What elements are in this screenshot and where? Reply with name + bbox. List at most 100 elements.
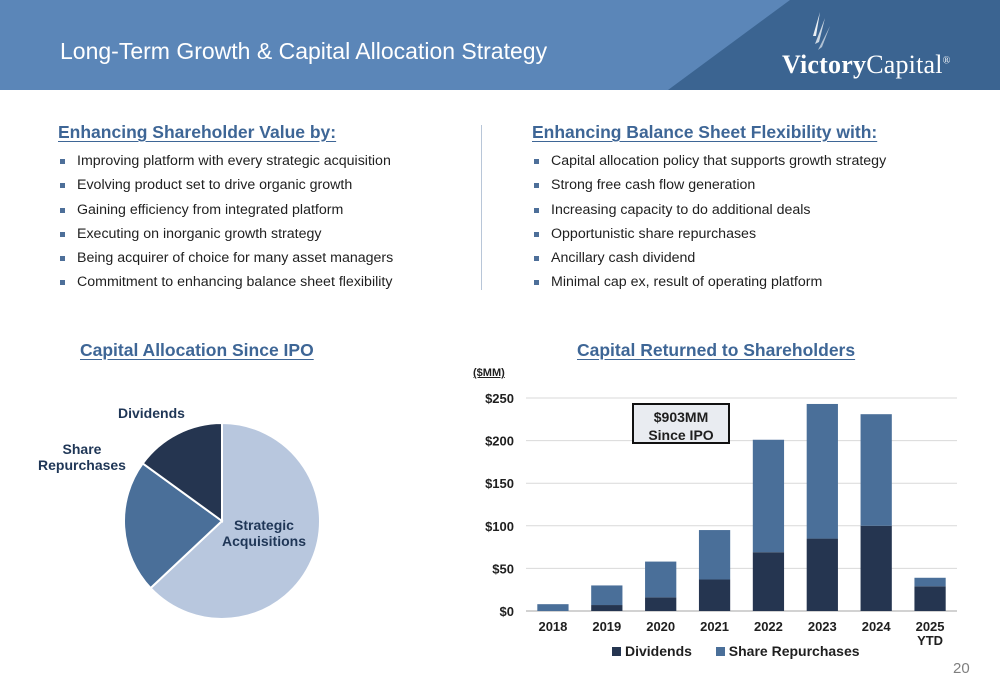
- bar-share-repurchases-2024: [860, 414, 892, 526]
- callout-line: $903MM: [653, 409, 709, 425]
- pie-label-line: Dividends: [118, 405, 185, 421]
- x-tick-label: 2018: [538, 619, 567, 634]
- list-item: Strong free cash flow generation: [532, 173, 886, 197]
- list-item: Minimal cap ex, result of operating plat…: [532, 270, 886, 294]
- pie-slice-dividends: [141, 421, 223, 523]
- pie-label-share-repurchases: Share Repurchases: [30, 441, 134, 473]
- list-item-text: Increasing capacity to do additional dea…: [551, 201, 811, 218]
- company-logo: VictoryCapital®: [782, 50, 951, 80]
- list-item-text: Improving platform with every strategic …: [77, 153, 391, 169]
- list-item: Executing on inorganic growth strategy: [58, 222, 393, 246]
- pie-label-line: Repurchases: [38, 457, 126, 473]
- list-item-text: Being acquirer of choice for many asset …: [77, 250, 394, 267]
- bar-share-repurchases-2019: [591, 585, 623, 606]
- bar-chart-title: Capital Returned to Shareholders: [577, 340, 856, 360]
- y-tick-label: $250: [485, 391, 514, 406]
- square-bullet-icon: [534, 280, 539, 286]
- y-tick-label: $100: [485, 519, 514, 534]
- legend-label: Share Repurchases: [728, 643, 860, 659]
- square-bullet-icon: [60, 231, 65, 237]
- square-bullet-icon: [534, 159, 539, 164]
- page-number: 20: [953, 660, 970, 677]
- x-tick-label: 2022: [754, 619, 783, 634]
- y-tick-label: $150: [485, 476, 514, 491]
- list-item: Increasing capacity to do additional dea…: [532, 198, 886, 222]
- list-item: Opportunistic share repurchases: [532, 222, 886, 246]
- x-tick-label: 2019: [592, 619, 621, 634]
- logo-text-bold: Victory: [782, 50, 867, 79]
- shareholder-value-list: Improving platform with every strategic …: [58, 149, 393, 295]
- list-item: Commitment to enhancing balance sheet fl…: [58, 270, 393, 294]
- shareholder-value-heading: Enhancing Shareholder Value by:: [58, 122, 337, 142]
- list-item: Evolving product set to drive organic gr…: [58, 173, 393, 197]
- legend-item-dividends: Dividends: [612, 643, 692, 659]
- square-bullet-icon: [534, 183, 539, 189]
- square-bullet-icon: [534, 231, 539, 237]
- balance-sheet-heading: Enhancing Balance Sheet Flexibility with…: [532, 122, 878, 142]
- pie-chart-title: Capital Allocation Since IPO: [80, 340, 314, 360]
- column-divider: [481, 125, 482, 290]
- bar-dividends-2020: [645, 597, 677, 611]
- y-tick-label: $0: [500, 604, 514, 619]
- y-tick-label: $200: [485, 434, 514, 449]
- square-bullet-icon: [60, 183, 65, 189]
- list-item-text: Evolving product set to drive organic gr…: [77, 177, 353, 194]
- pie-chart: [123, 421, 321, 620]
- x-tick-label: 2021: [700, 619, 729, 634]
- legend-item-share-repurchases: Share Repurchases: [715, 643, 860, 659]
- header-banner: Long-Term Growth & Capital Allocation St…: [0, 0, 1000, 90]
- x-tick-sublabel: YTD: [917, 633, 943, 648]
- legend-swatch: [612, 647, 621, 656]
- square-bullet-icon: [60, 159, 65, 164]
- square-bullet-icon: [534, 256, 539, 262]
- shareholder-value-column: Enhancing Shareholder Value by: Improvin…: [58, 122, 393, 295]
- pie-label-dividends: Dividends: [118, 405, 185, 421]
- pie-slice-share-repurchases: [123, 462, 224, 590]
- bar-share-repurchases-2025: [914, 577, 946, 587]
- page-title: Long-Term Growth & Capital Allocation St…: [60, 38, 548, 64]
- list-item: Ancillary cash dividend: [532, 246, 886, 270]
- list-item: Being acquirer of choice for many asset …: [58, 246, 393, 270]
- list-item: Gaining efficiency from integrated platf…: [58, 198, 393, 222]
- pie-slice-strategic-acquisitions: [149, 421, 321, 620]
- bar-dividends-2025: [914, 586, 946, 611]
- x-tick-label: 2025: [916, 619, 945, 634]
- bar-dividends-2023: [806, 538, 838, 611]
- header-dark-panel: [668, 0, 1000, 90]
- square-bullet-icon: [60, 256, 65, 262]
- bar-chart-legend: Dividends Share Repurchases: [612, 643, 880, 659]
- square-bullet-icon: [534, 207, 539, 213]
- pie-label-line: Acquisitions: [221, 533, 306, 549]
- balance-sheet-column: Enhancing Balance Sheet Flexibility with…: [532, 122, 886, 295]
- list-item-text: Strong free cash flow generation: [551, 177, 756, 194]
- logo-text-light: Capital: [866, 50, 943, 79]
- since-ipo-callout: $903MM Since IPO: [632, 403, 730, 444]
- callout-line: Since IPO: [648, 427, 714, 443]
- balance-sheet-list: Capital allocation policy that supports …: [532, 149, 886, 295]
- bar-chart-unit-label: ($MM): [473, 367, 505, 379]
- bar-dividends-2021: [698, 579, 731, 611]
- y-tick-label: $50: [492, 561, 514, 576]
- legend-label: Dividends: [625, 643, 692, 659]
- square-bullet-icon: [60, 280, 65, 286]
- bar-share-repurchases-2018: [537, 604, 569, 611]
- list-item-text: Capital allocation policy that supports …: [551, 153, 887, 169]
- header-accent-shape: [668, 0, 1000, 90]
- list-item-text: Commitment to enhancing balance sheet fl…: [77, 274, 393, 291]
- pie-label-line: Strategic: [234, 517, 294, 533]
- list-item-text: Ancillary cash dividend: [551, 250, 696, 267]
- legend-swatch: [715, 647, 725, 656]
- list-item: Improving platform with every strategic …: [58, 149, 393, 173]
- bar-dividends-2019: [591, 605, 623, 611]
- x-tick-label: 2023: [808, 619, 837, 634]
- list-item: Capital allocation policy that supports …: [532, 149, 886, 173]
- logo-registered-mark: ®: [942, 55, 951, 67]
- bar-dividends-2024: [860, 525, 892, 611]
- x-tick-label: 2024: [862, 619, 892, 634]
- pie-label-strategic-acquisitions: Strategic Acquisitions: [214, 517, 314, 549]
- bar-share-repurchases-2022: [752, 439, 785, 553]
- logo-mark-icon: [813, 12, 830, 50]
- list-item-text: Opportunistic share repurchases: [551, 225, 757, 242]
- x-tick-label: 2020: [646, 619, 675, 634]
- square-bullet-icon: [60, 207, 65, 213]
